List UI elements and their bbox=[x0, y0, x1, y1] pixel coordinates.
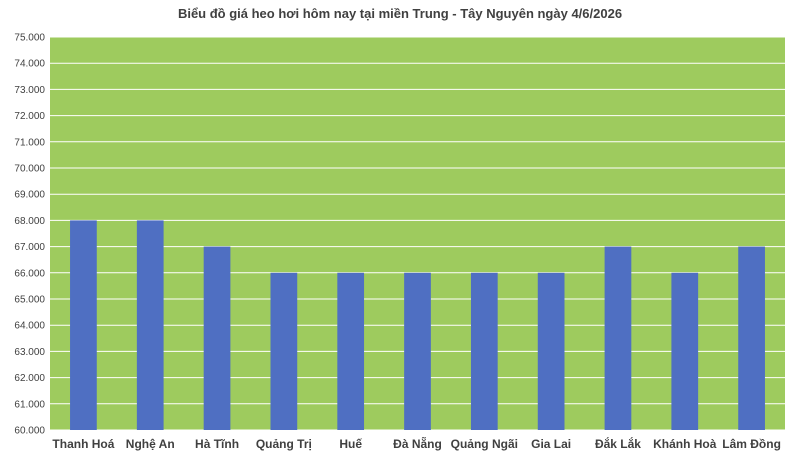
y-tick-label: 62.000 bbox=[14, 373, 45, 384]
bar bbox=[70, 220, 97, 430]
bar bbox=[203, 246, 231, 430]
y-tick-label: 68.000 bbox=[14, 216, 45, 227]
x-tick-label: Thanh Hoá bbox=[52, 437, 114, 451]
x-tick-label: Quảng Ngãi bbox=[451, 437, 518, 451]
bar bbox=[537, 272, 565, 430]
bar bbox=[337, 272, 365, 430]
y-tick-label: 67.000 bbox=[14, 242, 45, 253]
y-tick-label: 70.000 bbox=[14, 164, 45, 175]
bar bbox=[270, 272, 298, 430]
x-tick-label: Gia Lai bbox=[531, 437, 571, 451]
y-tick-label: 74.000 bbox=[14, 59, 45, 70]
bar bbox=[738, 246, 765, 430]
y-tick-label: 72.000 bbox=[14, 111, 45, 122]
bar bbox=[671, 272, 699, 430]
y-tick-label: 66.000 bbox=[14, 268, 45, 279]
y-tick-label: 60.000 bbox=[14, 426, 45, 437]
x-tick-label: Đà Nẵng bbox=[393, 436, 442, 451]
y-tick-label: 75.000 bbox=[14, 33, 45, 44]
x-tick-label: Hà Tĩnh bbox=[195, 437, 239, 451]
y-tick-label: 63.000 bbox=[14, 347, 45, 358]
y-tick-label: 71.000 bbox=[14, 137, 45, 148]
y-tick-label: 64.000 bbox=[14, 321, 45, 332]
bar bbox=[470, 272, 498, 430]
x-tick-label: Huế bbox=[339, 437, 362, 451]
x-tick-label: Nghệ An bbox=[126, 437, 175, 451]
y-tick-label: 61.000 bbox=[14, 399, 45, 410]
x-tick-label: Quảng Trị bbox=[256, 437, 312, 451]
y-tick-label: 69.000 bbox=[14, 190, 45, 201]
x-tick-label: Khánh Hoà bbox=[653, 437, 717, 451]
x-tick-label: Lâm Đồng bbox=[722, 437, 781, 451]
bar bbox=[136, 220, 164, 430]
bar bbox=[604, 246, 632, 430]
bar bbox=[404, 272, 431, 430]
y-tick-label: 73.000 bbox=[14, 85, 45, 96]
chart-title: Biểu đồ giá heo hơi hôm nay tại miền Tru… bbox=[177, 6, 623, 21]
y-tick-label: 65.000 bbox=[14, 295, 45, 306]
x-tick-label: Đắk Lắk bbox=[595, 436, 641, 451]
